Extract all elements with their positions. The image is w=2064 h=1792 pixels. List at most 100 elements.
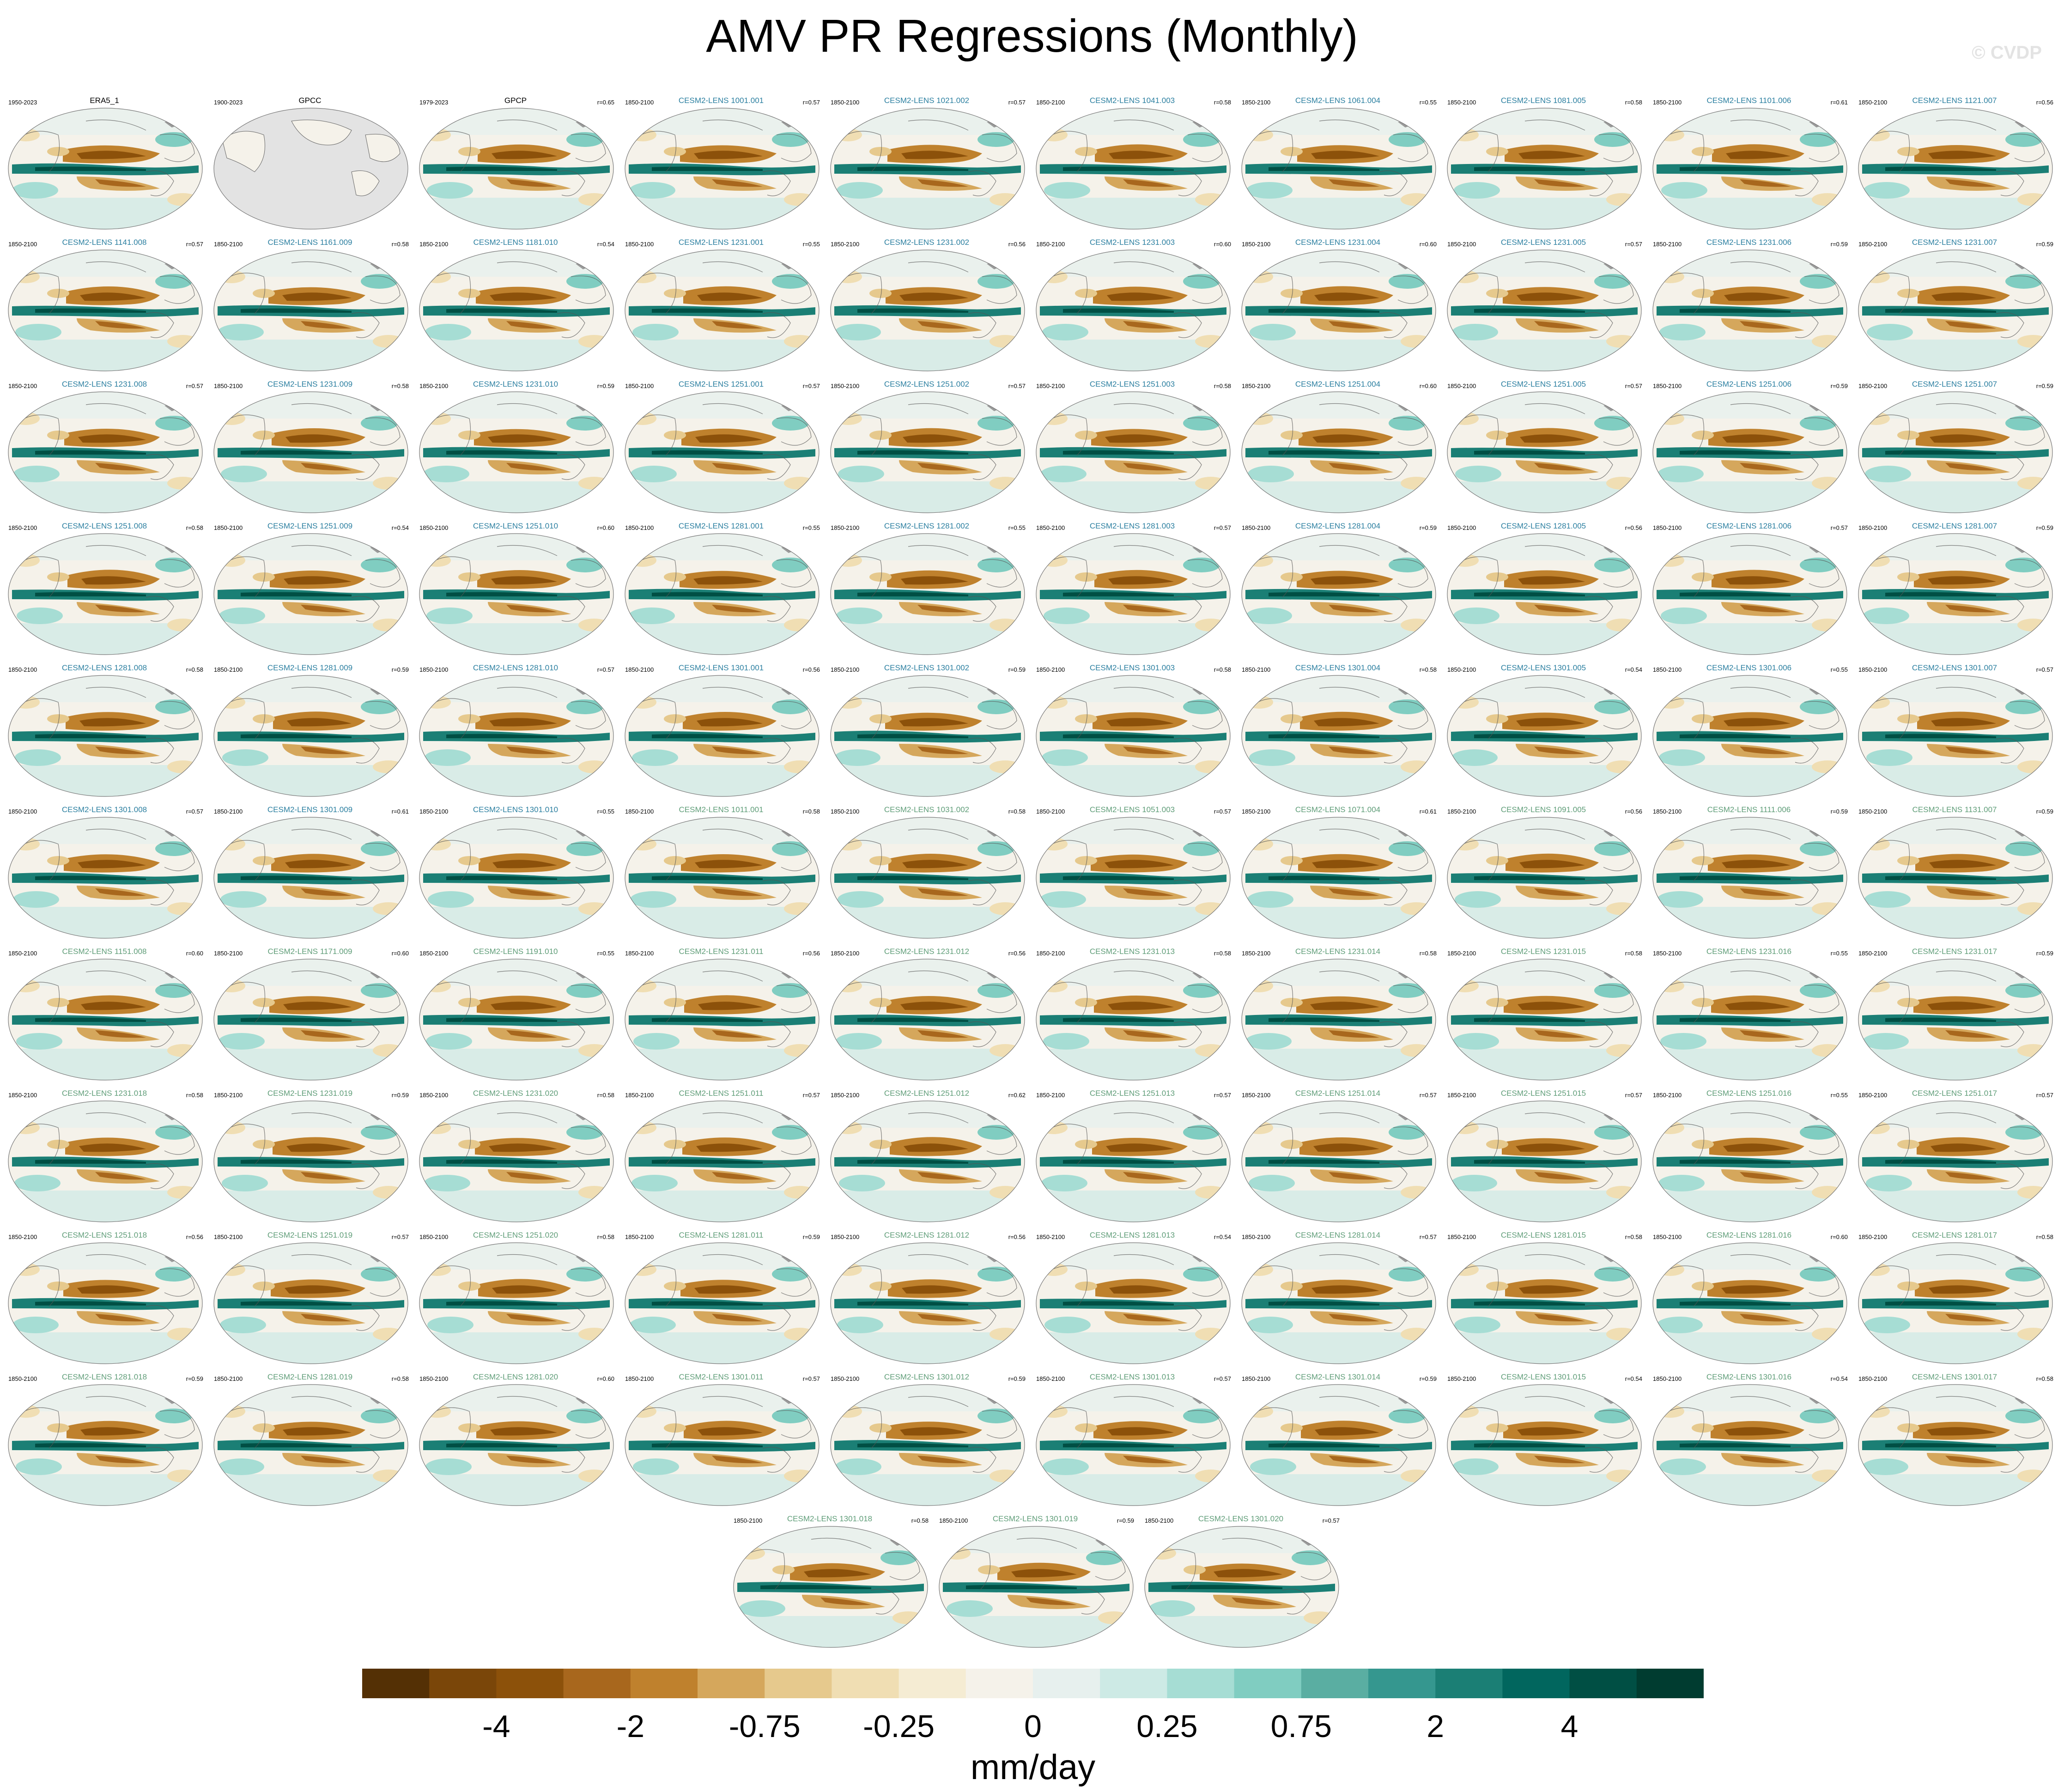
regression-map	[1858, 249, 2053, 371]
regression-map	[1241, 1100, 1436, 1222]
panel-correlation: r=0.57	[802, 1092, 820, 1099]
panel-title: CESM2-LENS 1281.016	[1706, 1231, 1792, 1239]
regression-map	[419, 675, 614, 797]
panel-correlation: r=0.58	[186, 666, 203, 673]
panel-correlation: r=0.59	[1830, 383, 1848, 389]
map-panel: 1850-2100 CESM2-LENS 1251.008 r=0.58	[4, 522, 205, 660]
panel-correlation: r=0.59	[2036, 383, 2053, 389]
regression-map	[8, 533, 203, 655]
colorbar-bin	[1100, 1669, 1167, 1698]
panel-years: 1850-2100	[1036, 383, 1065, 389]
panel-correlation: r=0.58	[186, 1092, 203, 1099]
regression-map	[1652, 108, 1847, 230]
panel-title: CESM2-LENS 1231.008	[61, 380, 147, 389]
regression-map	[1036, 1100, 1231, 1222]
map-panel: 1850-2100 CESM2-LENS 1231.004 r=0.60	[1237, 238, 1439, 377]
panel-title: CESM2-LENS 1281.014	[1295, 1231, 1381, 1239]
panel-correlation: r=0.59	[597, 383, 614, 389]
panel-title: CESM2-LENS 1251.005	[1500, 380, 1586, 389]
panel-correlation: r=0.59	[802, 1233, 820, 1240]
panel-correlation: r=0.58	[597, 1092, 614, 1099]
map-panel: 1850-2100 CESM2-LENS 1231.020 r=0.58	[415, 1089, 616, 1227]
panel-title: CESM2-LENS 1251.008	[61, 522, 147, 530]
map-panel: 1850-2100 CESM2-LENS 1251.004 r=0.60	[1237, 380, 1439, 518]
panel-correlation: r=0.57	[1625, 241, 1642, 248]
regression-map	[830, 1242, 1025, 1364]
regression-map	[419, 959, 614, 1081]
panel-years: 1850-2100	[1242, 808, 1271, 815]
panel-years: 1850-2100	[8, 241, 37, 248]
panel-years: 1850-2100	[1242, 950, 1271, 957]
map-panel: 1850-2100 CESM2-LENS 1251.019 r=0.57	[209, 1231, 411, 1369]
map-panel: 1850-2100 CESM2-LENS 1231.018 r=0.58	[4, 1089, 205, 1227]
panel-years: 1850-2100	[1447, 383, 1476, 389]
panel-years: 1850-2100	[419, 241, 449, 248]
map-panel: 1850-2100 CESM2-LENS 1251.020 r=0.58	[415, 1231, 616, 1369]
panel-years: 1850-2100	[1858, 1375, 1888, 1382]
regression-map	[625, 391, 820, 513]
regression-map	[8, 1100, 203, 1222]
regression-map	[1652, 817, 1847, 939]
regression-map	[213, 391, 408, 513]
panel-years: 1850-2100	[1653, 1233, 1682, 1240]
panel-title: CESM2-LENS 1251.001	[678, 380, 764, 389]
panel-years: 1850-2100	[1447, 1375, 1476, 1382]
panel-title: CESM2-LENS 1231.020	[473, 1089, 558, 1098]
panel-years: 1850-2100	[1036, 99, 1065, 106]
panel-years: 1850-2100	[1858, 950, 1888, 957]
colorbar-bins	[362, 1669, 1704, 1698]
panel-correlation: r=0.59	[1008, 1375, 1026, 1382]
panel-years: 1850-2100	[419, 808, 449, 815]
panel-correlation: r=0.65	[597, 99, 614, 106]
panel-correlation: r=0.60	[186, 950, 203, 957]
regression-map	[625, 1100, 820, 1222]
panel-title: CESM2-LENS 1111.006	[1707, 805, 1791, 814]
panel-years: 1850-2100	[831, 1092, 860, 1099]
regression-map	[1858, 108, 2053, 230]
panel-correlation: r=0.58	[391, 241, 409, 248]
map-panel: 1850-2100 CESM2-LENS 1231.014 r=0.58	[1237, 947, 1439, 1086]
panel-title: CESM2-LENS 1301.014	[1295, 1373, 1381, 1381]
panel-years: 1850-2100	[419, 1092, 449, 1099]
panel-correlation: r=0.57	[1008, 383, 1026, 389]
panel-years: 1850-2100	[1653, 950, 1682, 957]
map-panel: 1850-2100 CESM2-LENS 1151.008 r=0.60	[4, 947, 205, 1086]
panel-years: 1850-2100	[831, 666, 860, 673]
panel-title: CESM2-LENS 1281.018	[61, 1373, 147, 1381]
panel-years: 1850-2100	[831, 1375, 860, 1382]
regression-map	[1447, 249, 1642, 371]
panel-correlation: r=0.57	[1419, 1092, 1437, 1099]
panel-years: 1850-2100	[1858, 524, 1888, 531]
panel-correlation: r=0.55	[802, 241, 820, 248]
panel-title: CESM2-LENS 1251.006	[1706, 380, 1792, 389]
map-panel: 1850-2100 CESM2-LENS 1251.001 r=0.57	[620, 380, 822, 518]
regression-map	[1036, 817, 1231, 939]
map-panel: 1850-2100 CESM2-LENS 1281.020 r=0.60	[415, 1373, 616, 1511]
regression-map	[1858, 1384, 2053, 1506]
panel-title: ERA5_1	[90, 96, 119, 105]
panel-title: CESM2-LENS 1281.019	[267, 1373, 353, 1381]
panel-years: 1850-2100	[1858, 99, 1888, 106]
panel-title: CESM2-LENS 1231.015	[1500, 947, 1586, 956]
panel-correlation: r=0.58	[391, 1375, 409, 1382]
map-panel: 1850-2100 CESM2-LENS 1011.001 r=0.58	[620, 805, 822, 944]
panel-title: CESM2-LENS 1251.002	[884, 380, 970, 389]
panel-years: 1850-2100	[625, 383, 654, 389]
panel-correlation: r=0.61	[391, 808, 409, 815]
panel-correlation: r=0.59	[2036, 524, 2053, 531]
panel-title: CESM2-LENS 1161.009	[267, 238, 352, 247]
panel-title: CESM2-LENS 1301.011	[679, 1373, 764, 1381]
panel-title: CESM2-LENS 1071.004	[1295, 805, 1381, 814]
panel-years: 1850-2100	[831, 524, 860, 531]
page-title: AMV PR Regressions (Monthly)	[706, 10, 1358, 62]
panel-years: 1850-2100	[1858, 808, 1888, 815]
map-panel: 1850-2100 CESM2-LENS 1281.018 r=0.59	[4, 1373, 205, 1511]
panel-years: 1850-2100	[1858, 1233, 1888, 1240]
colorbar-units: mm/day	[970, 1748, 1096, 1787]
map-panel: 1850-2100 CESM2-LENS 1111.006 r=0.59	[1648, 805, 1850, 944]
map-panel: 1850-2100 CESM2-LENS 1301.004 r=0.58	[1237, 663, 1439, 802]
map-panel: 1850-2100 CESM2-LENS 1191.010 r=0.55	[415, 947, 616, 1086]
panel-years: 1850-2100	[625, 950, 654, 957]
panel-years: 1850-2100	[214, 524, 243, 531]
map-panel: 1850-2100 CESM2-LENS 1231.005 r=0.57	[1443, 238, 1644, 377]
